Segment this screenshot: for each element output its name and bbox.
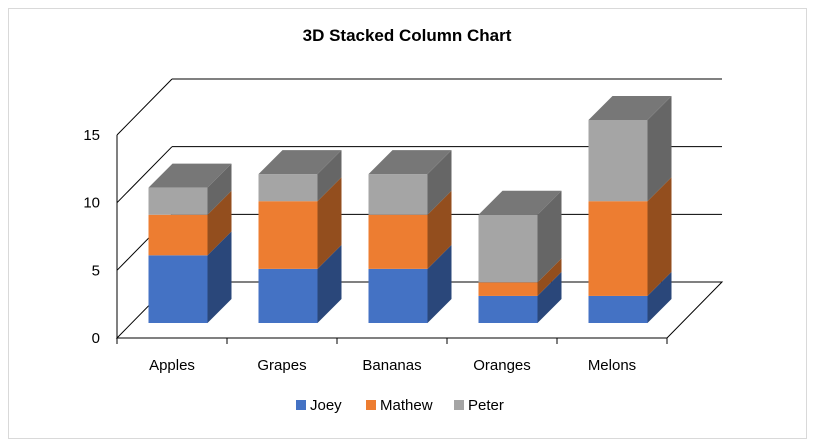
bar-top [588, 96, 672, 120]
bar-stack [368, 150, 452, 323]
bar-segment-side [537, 258, 562, 296]
bar-top [368, 150, 452, 175]
bar-segment-side [207, 163, 232, 215]
bar-segment-front [588, 201, 648, 296]
bar-top [478, 190, 562, 215]
bar-segment-front [588, 120, 648, 202]
bar-segment-front [368, 214, 428, 269]
bar-segment-front [368, 268, 428, 323]
legend-label: Mathew [380, 397, 433, 414]
x-tick-label: Apples [149, 357, 195, 374]
x-tick-label: Melons [588, 357, 636, 374]
bar-stack [258, 150, 342, 323]
bars [148, 96, 672, 323]
bar-top [148, 163, 232, 188]
axes: 0 5 10 15 Apples Grapes Bananas Oranges Melons [83, 127, 668, 374]
chart-title: 3D Stacked Column Chart [303, 26, 512, 45]
bar-segment-side [647, 96, 672, 202]
bar-segment-front [258, 201, 318, 269]
legend: Joey Mathew Peter [296, 397, 504, 414]
bar-segment-side [427, 150, 452, 215]
gridline-diagonal [116, 146, 173, 204]
legend-swatch [366, 400, 376, 410]
bar-stack [148, 163, 232, 323]
legend-swatch [296, 400, 306, 410]
y-tick-label: 5 [92, 262, 100, 279]
bar-segment-side [537, 190, 562, 283]
x-tick-label: Grapes [257, 357, 306, 374]
bar-segment-front [258, 268, 318, 323]
x-tick-label: Oranges [473, 357, 531, 374]
bar-segment-side [207, 190, 232, 256]
bar-segment-side [647, 271, 672, 323]
bar-segment-front [148, 187, 208, 215]
legend-item: Joey [296, 397, 342, 414]
bar-segment-side [537, 271, 562, 323]
bar-segment-front [258, 174, 318, 202]
bar-segment-front [148, 214, 208, 256]
bar-segment-front [478, 214, 538, 283]
x-tick-label: Bananas [362, 357, 421, 374]
legend-label: Joey [310, 397, 342, 414]
bar-segment-side [427, 190, 452, 269]
bar-segment-front [148, 255, 208, 323]
bar-segment-side [647, 177, 672, 296]
gridline-diagonal [116, 78, 173, 136]
legend-item: Mathew [366, 397, 433, 414]
bar-segment-front [368, 174, 428, 215]
bar-segment-side [317, 177, 342, 269]
bar-segment-front [478, 282, 538, 296]
bar-stack [478, 190, 562, 323]
bar-segment-side [427, 244, 452, 323]
bar-segment-front [588, 295, 648, 323]
y-tick-label: 15 [83, 127, 100, 144]
legend-label: Peter [468, 397, 504, 414]
y-tick-label: 10 [83, 195, 100, 212]
y-tick-label: 0 [92, 330, 100, 347]
bar-top [258, 150, 342, 175]
legend-item: Peter [454, 397, 504, 414]
legend-swatch [454, 400, 464, 410]
bar-segment-side [317, 244, 342, 323]
bar-segment-side [207, 231, 232, 323]
bar-segment-front [478, 295, 538, 323]
bar-stack [588, 96, 672, 323]
bar-segment-side [317, 150, 342, 202]
